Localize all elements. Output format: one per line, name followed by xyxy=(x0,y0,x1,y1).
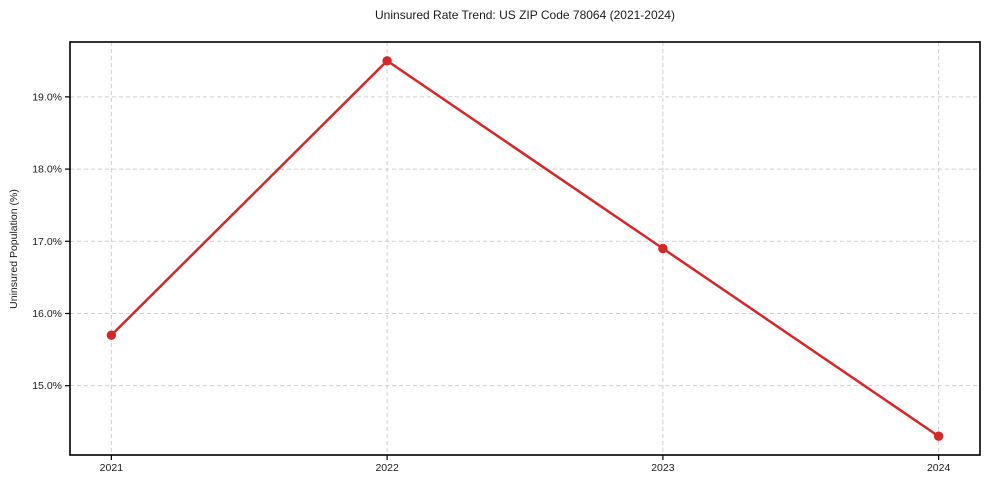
trend-line xyxy=(110,59,940,438)
data-point-2022 xyxy=(382,56,392,66)
y-tick-label: 17.0% xyxy=(32,236,62,248)
y-tick-label: 15.0% xyxy=(32,380,62,392)
data-point-2021 xyxy=(106,330,117,340)
data-point-2023 xyxy=(658,243,668,254)
plot-border xyxy=(69,41,981,456)
x-tick-label: 2023 xyxy=(651,462,675,474)
x-tick-label: 2021 xyxy=(100,462,124,474)
data-point-2024 xyxy=(933,431,944,441)
x-tick-label: 2024 xyxy=(927,462,951,474)
chart-title: Uninsured Rate Trend: US ZIP Code 78064 … xyxy=(375,8,675,22)
y-tick-label: 18.0% xyxy=(32,164,62,176)
y-tick-label: 16.0% xyxy=(32,308,62,320)
y-tick-label: 19.0% xyxy=(32,91,62,103)
x-tick-label: 2022 xyxy=(375,462,399,474)
